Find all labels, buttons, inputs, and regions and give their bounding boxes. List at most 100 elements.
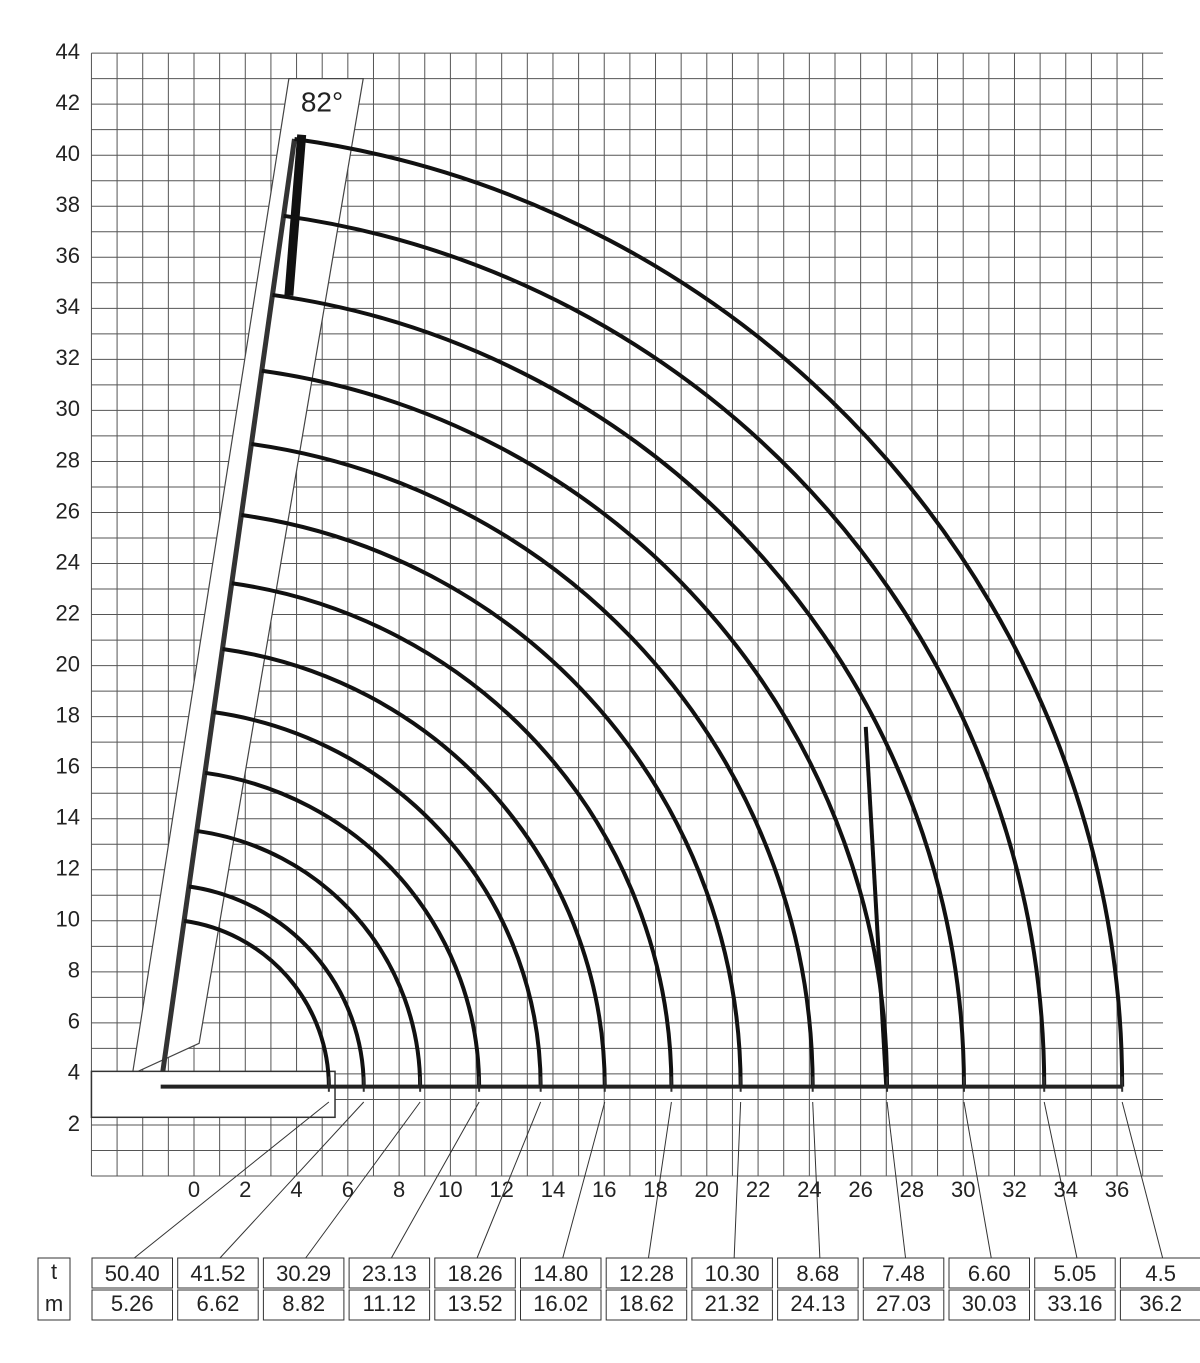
leader-line — [1043, 1101, 1078, 1259]
x-tick-label: 10 — [438, 1177, 462, 1202]
x-tick-label: 6 — [342, 1177, 354, 1202]
cell — [348, 1257, 431, 1289]
cell — [177, 1257, 259, 1289]
y-tick-label: 4 — [68, 1060, 80, 1085]
y-tick-label: 8 — [68, 958, 80, 983]
load-arc — [188, 884, 366, 1087]
cell — [1119, 1257, 1200, 1289]
radius-value: 18.62 — [619, 1291, 674, 1316]
leader-line — [812, 1101, 821, 1259]
cell — [948, 1289, 1030, 1321]
y-tick-label: 44 — [56, 39, 80, 64]
cell — [520, 1257, 602, 1289]
y-tick-label: 28 — [56, 447, 80, 472]
y-tick-label: 6 — [68, 1009, 80, 1034]
x-tick-label: 28 — [900, 1177, 924, 1202]
radius-value: 5.26 — [111, 1291, 154, 1316]
cell — [1034, 1257, 1116, 1289]
x-tick-label: 30 — [951, 1177, 975, 1202]
x-tick-label: 12 — [489, 1177, 513, 1202]
y-tick-label: 38 — [56, 192, 80, 217]
load-arc — [241, 513, 743, 1087]
leader-line — [562, 1101, 606, 1259]
load-arc — [261, 368, 890, 1087]
load-arc — [183, 918, 331, 1087]
boom — [158, 138, 297, 1088]
y-tick-label: 14 — [56, 805, 80, 830]
load-value: 6.60 — [968, 1261, 1011, 1286]
load-arc — [272, 292, 966, 1087]
leader-line — [886, 1101, 907, 1259]
y-tick-label: 18 — [56, 702, 80, 727]
radius-value: 30.03 — [962, 1291, 1017, 1316]
x-tick-label: 0 — [188, 1177, 200, 1202]
cell — [691, 1257, 773, 1289]
row-label: t — [51, 1259, 57, 1284]
row-label: m — [45, 1291, 63, 1316]
load-arc — [213, 710, 543, 1087]
radius-value: 21.32 — [705, 1291, 760, 1316]
y-tick-label: 16 — [56, 753, 80, 778]
x-tick-label: 20 — [695, 1177, 719, 1202]
load-arc — [222, 646, 607, 1087]
x-tick-label: 34 — [1054, 1177, 1078, 1202]
leader-line — [476, 1101, 542, 1259]
y-tick-label: 10 — [56, 907, 80, 932]
cell — [777, 1257, 859, 1289]
leader-line — [390, 1101, 480, 1259]
radius-value: 36.2 — [1139, 1291, 1182, 1316]
leader-line — [219, 1101, 365, 1259]
x-tick-label: 36 — [1105, 1177, 1129, 1202]
y-tick-label: 22 — [56, 600, 80, 625]
load-arc — [283, 213, 1047, 1087]
load-value: 5.05 — [1054, 1261, 1097, 1286]
y-tick-label: 12 — [56, 856, 80, 881]
leader-line — [733, 1101, 742, 1259]
leader-line — [305, 1101, 421, 1259]
cell — [177, 1289, 259, 1321]
cell — [605, 1289, 688, 1321]
leader-line — [963, 1101, 992, 1259]
load-arc — [231, 581, 674, 1087]
load-table: tm 50.40 5.26 41.52 6.62 30.29 8.82 23.13 11.12 1… — [37, 1257, 1200, 1321]
load-arc — [294, 137, 1125, 1087]
radius-value: 27.03 — [876, 1291, 931, 1316]
cell — [348, 1289, 431, 1321]
y-tick-label: 30 — [56, 396, 80, 421]
load-value: 4.5 — [1145, 1261, 1176, 1286]
cell — [91, 1289, 173, 1321]
load-value: 8.68 — [796, 1261, 839, 1286]
load-value: 10.30 — [705, 1261, 760, 1286]
crane-base — [90, 1070, 336, 1119]
radius-value: 16.02 — [533, 1291, 588, 1316]
row-label-cell — [37, 1257, 71, 1321]
y-tick-label: 32 — [56, 345, 80, 370]
cell — [434, 1289, 516, 1321]
load-value: 14.80 — [533, 1261, 588, 1286]
radius-value: 8.82 — [282, 1291, 325, 1316]
leader-line — [1121, 1101, 1164, 1259]
cell — [262, 1257, 345, 1289]
x-tick-label: 22 — [746, 1177, 770, 1202]
load-arc — [251, 442, 815, 1087]
load-value: 7.48 — [882, 1261, 925, 1286]
x-tick-label: 18 — [643, 1177, 667, 1202]
cell — [262, 1289, 345, 1321]
cell — [91, 1257, 173, 1289]
arcs — [90, 78, 1164, 1259]
y-tick-label: 36 — [56, 243, 80, 268]
radius-value: 6.62 — [197, 1291, 240, 1316]
x-tick-label: 14 — [541, 1177, 565, 1202]
radius-value: 24.13 — [790, 1291, 845, 1316]
load-arc — [204, 770, 482, 1087]
cell — [862, 1289, 945, 1321]
y-tick-label: 2 — [68, 1111, 80, 1136]
radius-value: 11.12 — [363, 1291, 416, 1316]
load-value: 30.29 — [276, 1261, 331, 1286]
x-tick-label: 24 — [797, 1177, 821, 1202]
cell — [691, 1289, 773, 1321]
cell — [1034, 1289, 1116, 1321]
cell — [862, 1257, 945, 1289]
